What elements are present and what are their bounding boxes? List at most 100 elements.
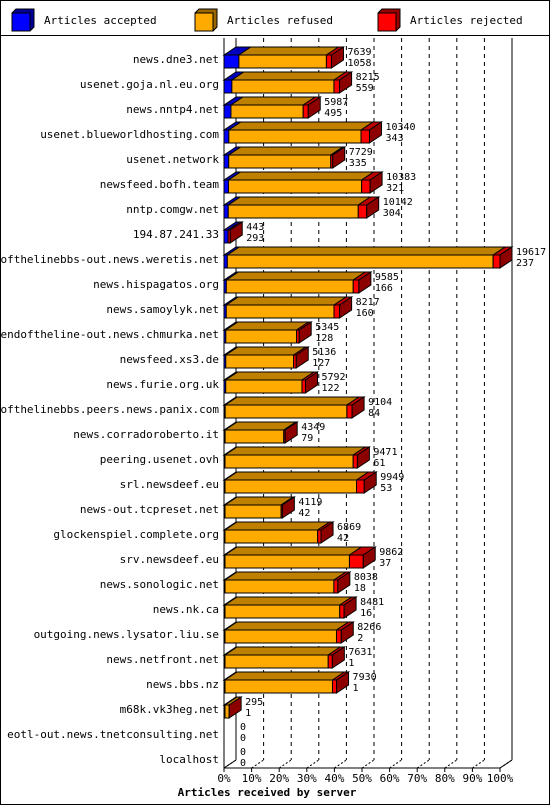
bar-side-face — [358, 271, 372, 294]
bar-side-face — [331, 646, 345, 669]
legend-label: Articles accepted — [44, 14, 157, 27]
bar-segment — [223, 671, 347, 694]
bar-segment — [226, 171, 376, 194]
bar-front-face — [339, 604, 345, 619]
bar-side-face — [368, 121, 382, 144]
bar-top-face — [227, 146, 345, 156]
bar-top-face — [230, 71, 348, 81]
bar-front-face — [225, 329, 298, 344]
y-tick-label: news.nk.ca — [153, 603, 219, 616]
bar-top-face — [223, 671, 347, 681]
bar-segment — [224, 271, 367, 294]
bar-front-face — [224, 679, 333, 694]
legend-item: Articles accepted — [11, 8, 157, 32]
legend-label: Articles refused — [227, 14, 333, 27]
bar-side-face — [304, 371, 318, 394]
data-label-accepted: 16 — [360, 608, 372, 619]
data-label-accepted: 37 — [379, 558, 391, 569]
y-tick-label: 194.87.241.33 — [133, 228, 219, 241]
bar-top-face — [223, 471, 371, 481]
x-tick-depth — [306, 759, 320, 769]
data-label-total: 8481 — [360, 597, 384, 608]
data-label-accepted: 127 — [312, 358, 330, 369]
bar-segment — [225, 246, 507, 269]
data-label-accepted: 2 — [357, 633, 363, 644]
bar-segment — [224, 371, 316, 394]
data-label-accepted: 335 — [349, 158, 367, 169]
y-tick-label: eotl-out.news.tnetconsulting.net — [7, 728, 219, 741]
bar-front-face — [223, 254, 228, 269]
y-tick-label: nntp.comgw.net — [126, 203, 219, 216]
bar-side-face — [339, 71, 353, 94]
bar-front-face — [224, 529, 319, 544]
bar-side-face — [336, 671, 350, 694]
bar-side-face — [307, 96, 321, 119]
data-label-total: 10383 — [386, 172, 416, 183]
bar-top-face — [223, 621, 351, 631]
data-label-accepted: 1 — [348, 658, 354, 669]
bar-front-face — [331, 679, 338, 694]
bar-segment — [222, 96, 245, 119]
x-tick-label: 40% — [324, 772, 344, 785]
legend-swatch — [11, 12, 31, 32]
y-tick-label: srv.newsdeef.eu — [120, 553, 219, 566]
bar-segment — [237, 46, 341, 69]
bar-front-face — [224, 654, 329, 669]
x-tick-depth — [416, 759, 430, 769]
x-tick-label: 0% — [217, 772, 231, 785]
bar-front-face — [346, 404, 353, 419]
bar-front-face — [223, 204, 229, 219]
data-label-total: 9862 — [379, 547, 403, 558]
y-tick-label: usenet.network — [126, 153, 219, 166]
y-tick-label: news.furie.org.uk — [106, 378, 219, 391]
bar-segment — [223, 521, 332, 544]
bar-front-face — [238, 54, 327, 69]
data-label-accepted: 293 — [246, 233, 264, 244]
bar-top-face — [224, 296, 348, 306]
legend-swatch — [377, 12, 397, 32]
bar-front-face — [302, 104, 309, 119]
bar-side-face — [366, 196, 380, 219]
data-label-total: 9471 — [373, 447, 397, 458]
bar-front-face — [224, 629, 337, 644]
bar-top-face — [223, 646, 342, 656]
bar-top-face — [224, 271, 367, 281]
data-label-total: 4119 — [298, 497, 322, 508]
bar-front-face — [301, 379, 306, 394]
x-axis-label: Articles received by server — [178, 786, 357, 799]
bar-segment — [229, 96, 317, 119]
data-label-total: 0 — [240, 722, 246, 733]
bar-front-face — [333, 579, 339, 594]
bar-top-face — [226, 196, 372, 206]
data-label-total: 9585 — [375, 272, 399, 283]
data-label-total: 19617 — [516, 247, 546, 258]
bar-front-face — [227, 204, 359, 219]
legend-swatch — [194, 12, 214, 32]
data-label-total: 7930 — [353, 672, 377, 683]
y-tick-label: newsfeed.bofh.team — [100, 178, 220, 191]
data-label-total: 5987 — [324, 97, 348, 108]
data-label-accepted: 0 — [240, 758, 246, 769]
bar-segment — [227, 146, 345, 169]
bar-top-face — [223, 396, 361, 406]
bar-top-face — [223, 571, 348, 581]
bar-front-face — [352, 279, 360, 294]
data-label-accepted: 343 — [385, 133, 403, 144]
y-tick-label: news.nntp4.net — [126, 103, 219, 116]
x-tick-label: 20% — [269, 772, 289, 785]
bar-front-face — [352, 454, 358, 469]
legend-item: Articles refused — [194, 8, 333, 32]
bar-front-face — [223, 104, 232, 119]
x-tick-label: 90% — [462, 772, 482, 785]
data-label-accepted: 1 — [353, 683, 359, 694]
x-tick-depth — [334, 759, 347, 769]
bar-top-face — [226, 171, 376, 181]
y-tick-label: srl.newsdeef.eu — [120, 478, 219, 491]
bar-front-face — [230, 104, 304, 119]
bar-top-face — [237, 46, 341, 56]
data-label-accepted: 18 — [354, 583, 366, 594]
bar-side-face — [343, 596, 357, 619]
data-label-total: 10340 — [385, 122, 415, 133]
bar-segment — [223, 621, 351, 644]
bar-segment — [226, 196, 372, 219]
